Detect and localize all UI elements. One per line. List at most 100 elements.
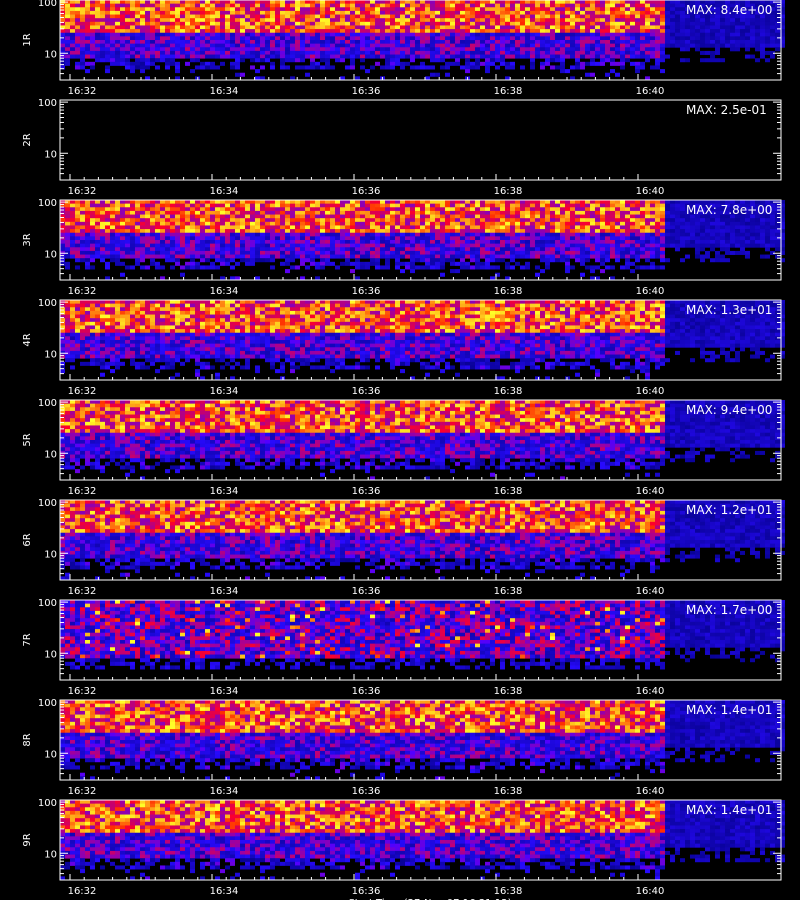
heatmap-cell [600,33,605,37]
heatmap-cell [380,207,385,211]
heatmap-cell [660,7,665,11]
heatmap-cell [250,236,255,240]
heatmap-cell [210,215,215,219]
heatmap-cell [345,207,350,211]
heatmap-cell [375,25,380,29]
heatmap-cell [665,11,670,15]
heatmap-cell [645,7,650,11]
heatmap-cell [405,262,410,266]
heatmap-cell [530,11,535,15]
heatmap-cell [580,218,585,222]
heatmap-cell [630,244,635,248]
heatmap-cell [150,244,155,248]
heatmap-cell [340,240,345,244]
heatmap-cell [520,15,525,19]
heatmap-cell [555,236,560,240]
heatmap-cell [505,0,510,4]
heatmap-cell [640,244,645,248]
heatmap-cell [600,51,605,55]
heatmap-cell [380,25,385,29]
heatmap-cell [615,247,620,251]
heatmap-cell [595,4,600,8]
heatmap-cell [430,258,435,262]
heatmap-cell [410,258,415,262]
heatmap-cell [300,11,305,15]
heatmap-cell [470,258,475,262]
heatmap-cell [320,36,325,40]
heatmap-cell [425,222,430,226]
heatmap-cell [165,40,170,44]
heatmap-cell [160,215,165,219]
heatmap-cell [170,240,175,244]
heatmap-cell [130,22,135,26]
heatmap-cell [210,229,215,233]
heatmap-cell [385,244,390,248]
heatmap-cell [495,65,500,69]
heatmap-cell [240,200,245,204]
heatmap-cell [95,33,100,37]
heatmap-cell [410,215,415,219]
heatmap-cell [310,236,315,240]
heatmap-cell [505,204,510,208]
heatmap-cell [525,207,530,211]
heatmap-cell [380,247,385,251]
heatmap-cell [330,255,335,259]
heatmap-cell [105,40,110,44]
heatmap-cell [310,222,315,226]
heatmap-cell [360,55,365,59]
heatmap-cell [525,222,530,226]
heatmap-cell [190,218,195,222]
heatmap-cell [590,207,595,211]
heatmap-cell [460,204,465,208]
heatmap-cell [555,55,560,59]
heatmap-cell [190,15,195,19]
heatmap-cell [645,218,650,222]
heatmap-cell [410,236,415,240]
heatmap-cell [350,40,355,44]
heatmap-cell [365,225,370,229]
heatmap-cell [230,255,235,259]
heatmap-cell [400,7,405,11]
heatmap-cell [405,244,410,248]
heatmap-cell [505,4,510,8]
heatmap-cell [450,11,455,15]
heatmap-cell [345,211,350,215]
heatmap-cell [620,47,625,51]
heatmap-cell [290,251,295,255]
heatmap-cell [590,44,595,48]
heatmap-cell [160,244,165,248]
heatmap-cell [765,44,770,48]
heatmap-cell [245,222,250,226]
heatmap-cell [390,11,395,15]
heatmap-cell [520,265,525,269]
heatmap-cell [360,25,365,29]
heatmap-cell [370,240,375,244]
heatmap-cell [490,18,495,22]
heatmap-cell [120,204,125,208]
heatmap-cell [130,204,135,208]
heatmap-cell [655,65,660,69]
heatmap-cell [625,200,630,204]
heatmap-cell [145,218,150,222]
heatmap-cell [250,207,255,211]
heatmap-cell [480,262,485,266]
heatmap-cell [440,229,445,233]
heatmap-cell [410,229,415,233]
heatmap-cell [550,58,555,62]
heatmap-cell [290,36,295,40]
heatmap-cell [425,233,430,237]
heatmap-cell [265,240,270,244]
heatmap-cell [135,233,140,237]
heatmap-cell [365,25,370,29]
heatmap-cell [550,218,555,222]
heatmap-cell [310,200,315,204]
heatmap-cell [100,225,105,229]
heatmap-cell [510,265,515,269]
heatmap-cell [400,0,405,4]
heatmap-cell [150,200,155,204]
heatmap-cell [225,218,230,222]
heatmap-cell [645,236,650,240]
heatmap-cell [555,225,560,229]
heatmap-cell [230,225,235,229]
heatmap-cell [560,58,565,62]
